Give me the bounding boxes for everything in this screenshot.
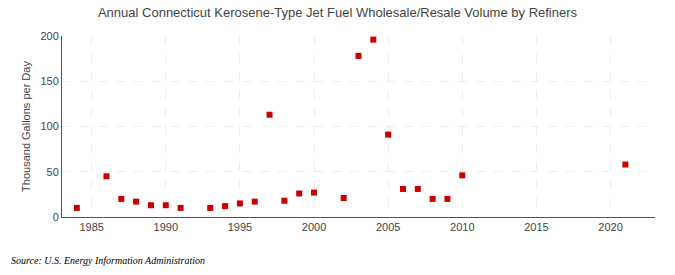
svg-text:2000: 2000 [302,221,326,233]
svg-text:Source: U.S. Energy Informatio: Source: U.S. Energy Information Administ… [11,255,205,266]
svg-text:1990: 1990 [154,221,178,233]
svg-text:2015: 2015 [524,221,548,233]
svg-text:1985: 1985 [79,221,103,233]
svg-text:100: 100 [40,120,58,132]
svg-text:2005: 2005 [376,221,400,233]
svg-text:200: 200 [40,30,58,42]
svg-text:2020: 2020 [598,221,622,233]
svg-text:1995: 1995 [228,221,252,233]
svg-text:0: 0 [53,211,59,223]
svg-text:50: 50 [47,166,59,178]
svg-text:Thousand Gallons per Day: Thousand Gallons per Day [20,61,32,192]
svg-text:2010: 2010 [450,221,474,233]
svg-text:Annual Connecticut Kerosene-Ty: Annual Connecticut Kerosene-Type Jet Fue… [98,5,578,20]
svg-text:150: 150 [40,75,58,87]
